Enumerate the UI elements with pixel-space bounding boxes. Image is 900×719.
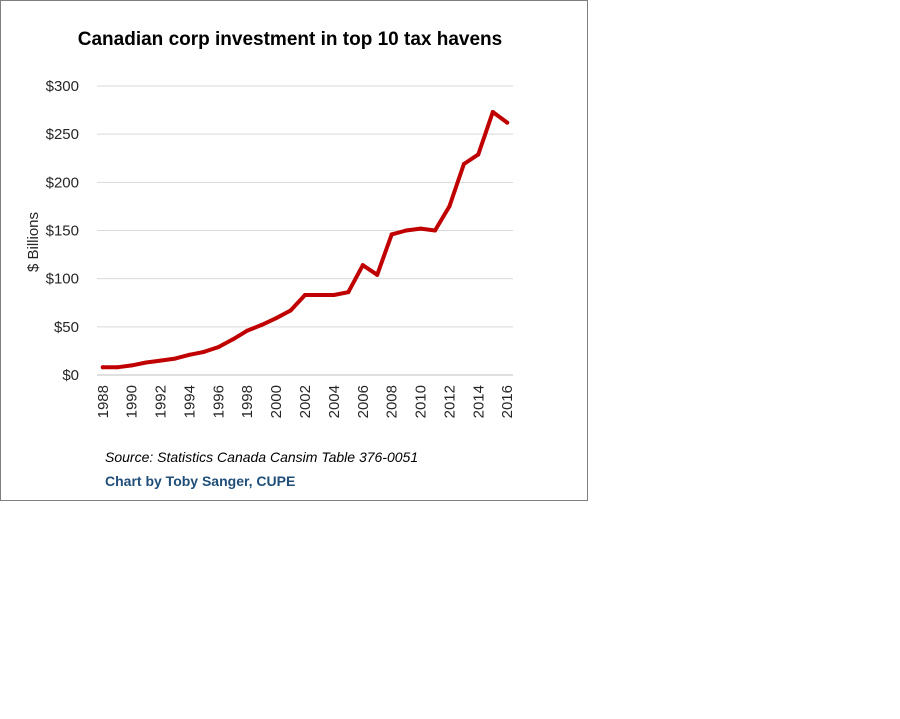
data-point [505, 120, 510, 125]
data-point [346, 290, 351, 295]
series-line [100, 110, 510, 370]
data-point [461, 162, 466, 167]
x-tick-label: 1988 [95, 385, 112, 418]
y-tick-label: $250 [46, 126, 79, 143]
data-point [433, 228, 437, 233]
data-point [245, 328, 250, 333]
y-tick-label: $300 [46, 78, 79, 95]
x-tick-label: 2004 [326, 385, 343, 418]
x-tick-label: 1996 [210, 385, 227, 418]
y-tick-label: $0 [62, 367, 79, 384]
x-tick-label: 2014 [470, 385, 487, 418]
data-point [331, 293, 336, 298]
chart-frame: Canadian corp investment in top 10 tax h… [0, 0, 588, 501]
data-point [447, 204, 452, 209]
data-point [216, 345, 221, 350]
x-tick-label: 1998 [239, 385, 256, 418]
data-point [288, 308, 293, 313]
data-point [173, 356, 177, 361]
data-point [274, 316, 279, 321]
data-point [115, 365, 120, 370]
chart-credit: Chart by Toby Sanger, CUPE [105, 473, 295, 489]
series-layer [100, 110, 510, 370]
y-axis-ticks: $0 $50 $100 $150 $200 $250 $300 [46, 78, 79, 384]
x-tick-label: 2000 [268, 385, 285, 418]
data-point [360, 263, 365, 268]
data-point [389, 232, 394, 237]
y-tick-label: $100 [46, 271, 79, 288]
x-tick-label: 1994 [181, 385, 198, 418]
x-tick-label: 2010 [413, 385, 430, 418]
data-point [303, 293, 307, 298]
y-tick-label: $50 [54, 319, 79, 336]
data-point [100, 365, 105, 370]
x-axis-ticks: 1988 1990 1992 1994 1996 1998 2000 2002 2004 2006… [95, 385, 516, 418]
gridlines [97, 85, 513, 328]
data-point [259, 322, 264, 327]
data-point [230, 337, 235, 342]
data-point [129, 363, 134, 368]
data-point [201, 349, 206, 354]
x-tick-label: 2002 [297, 385, 314, 418]
x-tick-label: 2006 [355, 385, 372, 418]
x-tick-label: 1992 [153, 385, 170, 418]
x-tick-label: 2016 [499, 385, 516, 418]
data-point [418, 226, 423, 231]
x-tick-label: 2012 [441, 385, 458, 418]
line-chart: Canadian corp investment in top 10 tax h… [25, 29, 516, 489]
data-point [375, 272, 380, 277]
chart-title: Canadian corp investment in top 10 tax h… [78, 29, 502, 50]
y-tick-label: $200 [46, 174, 79, 191]
data-point [187, 352, 192, 357]
x-tick-label: 1990 [124, 385, 141, 418]
data-point [404, 228, 409, 233]
data-point [158, 358, 163, 363]
data-point [490, 110, 495, 115]
y-axis-label: $ Billions [25, 212, 42, 272]
data-point [317, 293, 322, 298]
source-note: Source: Statistics Canada Cansim Table 3… [105, 449, 418, 465]
data-point [144, 360, 149, 365]
data-point [476, 152, 481, 157]
x-tick-label: 2008 [384, 385, 401, 418]
y-tick-label: $150 [46, 223, 79, 240]
